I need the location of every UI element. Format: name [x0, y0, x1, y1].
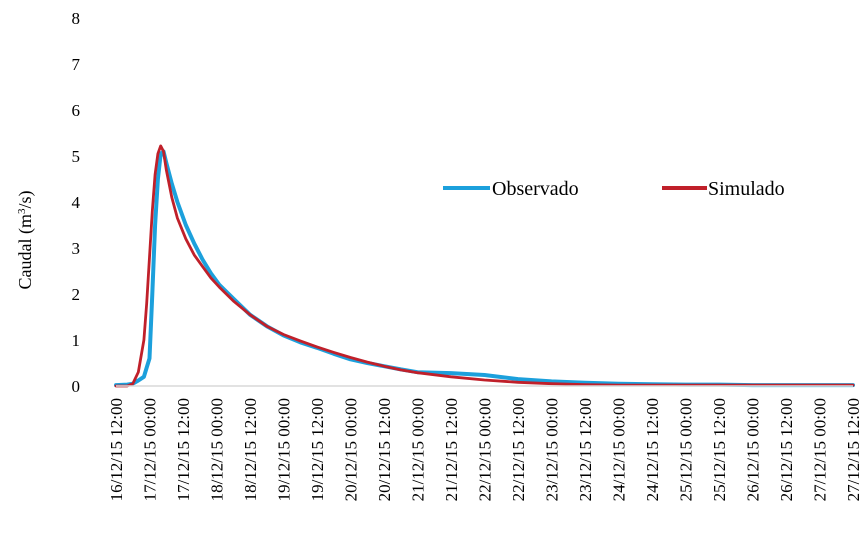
x-tick-label: 26/12/15 00:00 [744, 398, 763, 501]
y-axis-title: Caudal (m3/s) [15, 191, 36, 290]
x-tick-label: 25/12/15 12:00 [710, 398, 729, 501]
y-axis-title-main: Caudal (m [15, 214, 36, 289]
legend-label-simulado: Simulado [708, 178, 785, 200]
y-tick-label: 3 [72, 239, 81, 258]
y-tick-label: 7 [72, 55, 81, 74]
x-tick-label: 20/12/15 12:00 [375, 398, 394, 501]
y-tick-label: 0 [72, 377, 81, 396]
x-tick-label: 21/12/15 12:00 [442, 398, 461, 501]
series-line-simulado [114, 144, 855, 388]
x-tick-label: 24/12/15 12:00 [643, 398, 662, 501]
x-tick-label: 23/12/15 12:00 [576, 398, 595, 501]
x-tick-label: 22/12/15 00:00 [476, 398, 495, 501]
x-tick-label: 19/12/15 12:00 [308, 398, 327, 501]
y-tick-label: 2 [72, 285, 81, 304]
x-tick-label: 16/12/15 12:00 [107, 398, 126, 501]
x-tick-label: 27/12/15 00:00 [811, 398, 830, 501]
x-tick-label: 24/12/15 00:00 [610, 398, 629, 501]
y-axis-title-end: /s) [15, 191, 36, 209]
y-tick-label: 6 [72, 101, 81, 120]
x-tick-label: 19/12/15 00:00 [275, 398, 294, 501]
x-tick-label: 25/12/15 00:00 [677, 398, 696, 501]
y-axis-title-superscript: 3 [16, 208, 28, 214]
y-tick-label: 1 [72, 331, 81, 350]
x-tick-label: 23/12/15 00:00 [543, 398, 562, 501]
x-tick-label: 20/12/15 00:00 [342, 398, 361, 501]
x-tick-label: 27/12/15 12:00 [844, 398, 863, 501]
y-tick-label: 8 [72, 9, 81, 28]
legend-label-observado: Observado [492, 178, 579, 200]
x-tick-label: 17/12/15 12:00 [174, 398, 193, 501]
legend: Observado Simulado [443, 178, 785, 200]
plot-area [114, 144, 855, 388]
y-tick-label: 4 [72, 193, 81, 212]
x-tick-label: 18/12/15 00:00 [208, 398, 227, 501]
x-tick-label: 26/12/15 12:00 [777, 398, 796, 501]
x-tick-label: 22/12/15 12:00 [509, 398, 528, 501]
y-tick-label: 5 [72, 147, 81, 166]
x-tick-label: 21/12/15 00:00 [409, 398, 428, 501]
x-axis: 16/12/15 12:00 17/12/15 00:00 17/12/15 12:… [107, 385, 863, 501]
y-axis: 0 1 2 3 4 5 6 7 8 [72, 9, 81, 396]
x-tick-label: 18/12/15 12:00 [241, 398, 260, 501]
x-tick-label: 17/12/15 00:00 [141, 398, 160, 501]
